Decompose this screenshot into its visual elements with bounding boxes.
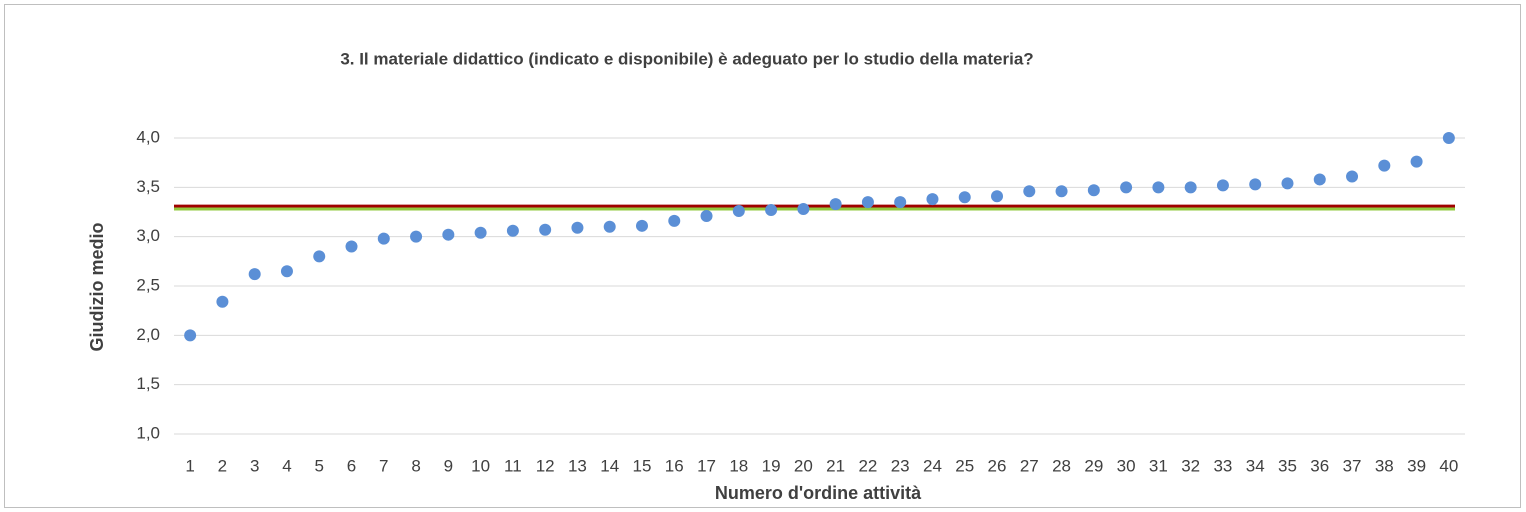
x-tick-label: 30	[1117, 456, 1136, 475]
point	[700, 209, 713, 222]
point	[506, 224, 519, 237]
point	[1378, 159, 1391, 172]
x-tick-label: 29	[1084, 456, 1103, 475]
x-axis-title: Numero d'ordine attività	[715, 483, 922, 503]
point	[1410, 155, 1423, 168]
x-tick-label: 22	[858, 456, 877, 475]
x-tick-label: 3	[250, 456, 259, 475]
y-tick-label: 2,0	[136, 325, 160, 344]
point	[474, 226, 487, 239]
x-tick-label: 20	[794, 456, 813, 475]
x-tick-label: 40	[1439, 456, 1458, 475]
x-tick-label: 8	[411, 456, 420, 475]
x-tick-label: 25	[955, 456, 974, 475]
point	[1023, 185, 1036, 198]
point	[248, 268, 261, 281]
point	[1216, 179, 1229, 192]
x-tick-label: 12	[536, 456, 555, 475]
point	[1120, 181, 1133, 194]
x-tick-label: 14	[600, 456, 619, 475]
y-tick-label: 3,0	[136, 226, 160, 245]
point	[280, 265, 293, 278]
point	[894, 196, 907, 209]
x-tick-label: 2	[218, 456, 227, 475]
x-tick-label: 39	[1407, 456, 1426, 475]
x-tick-label: 32	[1181, 456, 1200, 475]
x-tick-label: 15	[633, 456, 652, 475]
point	[1055, 185, 1068, 198]
x-tick-label: 19	[762, 456, 781, 475]
x-tick-label: 27	[1020, 456, 1039, 475]
point	[1313, 173, 1326, 186]
y-axis-title: Giudizio medio	[87, 222, 107, 351]
x-tick-label: 38	[1375, 456, 1394, 475]
x-tick-label: 7	[379, 456, 388, 475]
y-tick-label: 2,5	[136, 275, 160, 294]
x-tick-label: 21	[826, 456, 845, 475]
y-tick-label: 1,5	[136, 374, 160, 393]
x-tick-label: 9	[444, 456, 453, 475]
x-tick-label: 11	[504, 456, 522, 475]
point	[991, 190, 1004, 203]
x-tick-label: 31	[1149, 456, 1168, 475]
chart-title: 3. Il materiale didattico (indicato e di…	[340, 49, 1033, 68]
x-tick-label: 37	[1343, 456, 1362, 475]
point	[571, 221, 584, 234]
point	[410, 230, 423, 243]
point	[539, 223, 552, 236]
point	[1087, 184, 1100, 197]
point	[377, 232, 390, 245]
x-tick-label: 17	[697, 456, 716, 475]
x-tick-label: 36	[1310, 456, 1329, 475]
x-tick-label: 5	[315, 456, 324, 475]
point	[1249, 178, 1262, 191]
x-tick-label: 13	[568, 456, 587, 475]
x-tick-label: 23	[891, 456, 910, 475]
x-tick-label: 24	[923, 456, 942, 475]
point	[442, 228, 455, 241]
y-tick-label: 4,0	[136, 127, 160, 146]
x-tick-label: 28	[1052, 456, 1071, 475]
x-tick-label: 6	[347, 456, 356, 475]
point	[1281, 177, 1294, 190]
x-tick-label: 33	[1213, 456, 1232, 475]
point	[635, 219, 648, 232]
point	[765, 204, 778, 217]
point	[668, 214, 681, 227]
x-tick-label: 10	[471, 456, 490, 475]
point	[184, 329, 197, 342]
y-tick-label: 3,5	[136, 177, 160, 196]
point	[1184, 181, 1197, 194]
x-tick-label: 26	[988, 456, 1007, 475]
x-tick-label: 18	[729, 456, 748, 475]
point	[829, 198, 842, 211]
x-tick-label: 34	[1246, 456, 1265, 475]
x-tick-label: 35	[1278, 456, 1297, 475]
chart-border	[4, 4, 1521, 508]
x-tick-label: 1	[185, 456, 194, 475]
point	[216, 295, 229, 308]
point	[313, 250, 326, 263]
point	[732, 205, 745, 218]
point	[1152, 181, 1165, 194]
point	[345, 240, 358, 253]
point	[861, 196, 874, 209]
point	[926, 193, 939, 206]
y-tick-label: 1,0	[136, 423, 160, 442]
point	[958, 191, 971, 204]
point	[1442, 132, 1455, 144]
x-tick-label: 4	[282, 456, 291, 475]
x-tick-label: 16	[665, 456, 684, 475]
point	[603, 220, 616, 233]
point	[1346, 170, 1359, 183]
point	[797, 203, 810, 216]
